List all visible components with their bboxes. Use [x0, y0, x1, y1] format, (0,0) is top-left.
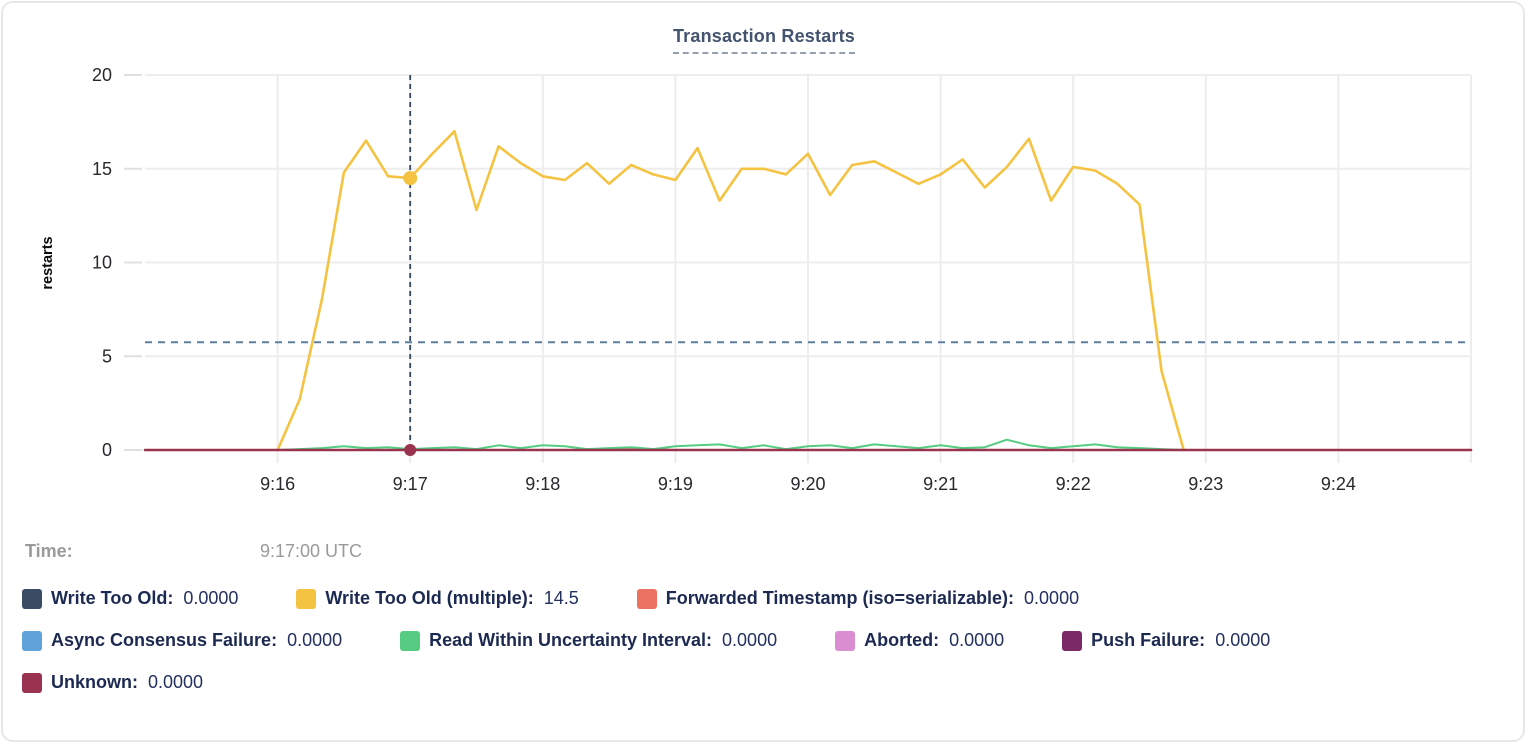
legend-value-aborted: 0.0000: [949, 630, 1005, 650]
legend-value-read-within-uncertainty-interval: 0.0000: [722, 630, 778, 650]
chart-title[interactable]: Transaction Restarts: [672, 26, 856, 54]
legend-item-push-failure[interactable]: Push Failure: 0.0000: [1062, 630, 1270, 651]
legend-value-unknown: 0.0000: [148, 672, 204, 692]
x-tick-label-9-18: 9:18: [525, 474, 560, 494]
series-line-write-too-old-multiple: [276, 130, 1185, 452]
legend-item-aborted[interactable]: Aborted: 0.0000: [835, 630, 1004, 651]
cursor-dot-write-too-old-multiple: [403, 171, 418, 186]
legend-label-read-within-uncertainty-interval: Read Within Uncertainty Interval:: [429, 630, 713, 650]
x-tick-label-9-24: 9:24: [1321, 474, 1356, 494]
legend-swatch-unknown: [22, 672, 42, 693]
x-tick-label-9-16: 9:16: [260, 474, 295, 494]
y-axis-label: restarts: [40, 236, 56, 289]
y-tick-label-10: 10: [92, 253, 112, 273]
legend-value-write-too-old: 0.0000: [183, 588, 239, 608]
y-tick-label-5: 5: [102, 346, 112, 366]
legend-swatch-aborted: [835, 630, 856, 651]
legend-label-push-failure: Push Failure:: [1091, 630, 1206, 650]
legend-value-async-consensus-failure: 0.0000: [287, 630, 343, 650]
legend-label-write-too-old: Write Too Old:: [51, 588, 174, 608]
x-tick-label-9-17: 9:17: [393, 474, 428, 494]
cursor-time-row: Time: 9:17:00 UTC: [25, 541, 1503, 562]
legend-swatch-forwarded-timestamp-iso-serializable: [636, 588, 657, 609]
y-tick-label-0: 0: [102, 440, 112, 460]
legend-item-write-too-old-multiple[interactable]: Write Too Old (multiple): 14.5: [296, 588, 579, 609]
legend-item-async-consensus-failure[interactable]: Async Consensus Failure: 0.0000: [22, 630, 342, 651]
legend-row-1: Write Too Old: 0.0000 Write Too Old (multi…: [22, 588, 1508, 609]
legend-label-aborted: Aborted:: [864, 630, 940, 650]
transaction-restarts-chart[interactable]: 0 5 10 15 20 9:16 9:17 9:18 9:19 9:20 9:21 9:22 9:23…: [0, 0, 1528, 525]
legend-value-forwarded-timestamp-iso-serializable: 0.0000: [1024, 588, 1080, 608]
x-tick-label-9-19: 9:19: [658, 474, 693, 494]
cursor-time-label: Time:: [25, 541, 73, 561]
legend-swatch-push-failure: [1062, 630, 1083, 651]
legend-row-3: Unknown: 0.0000: [22, 672, 1508, 693]
legend-swatch-async-consensus-failure: [22, 630, 42, 651]
y-tick-label-20: 20: [92, 65, 112, 85]
legend-label-unknown: Unknown:: [51, 672, 138, 692]
x-tick-label-9-20: 9:20: [790, 474, 825, 494]
x-tick-label-9-22: 9:22: [1056, 474, 1091, 494]
x-tick-label-9-23: 9:23: [1188, 474, 1223, 494]
y-tick-label-15: 15: [92, 159, 112, 179]
legend-row-2: Async Consensus Failure: 0.0000 Read Withi…: [22, 630, 1508, 651]
legend-swatch-write-too-old: [22, 588, 42, 609]
legend-swatch-read-within-uncertainty-interval: [400, 630, 421, 651]
cursor-time-value: 9:17:00 UTC: [260, 541, 363, 561]
series-line-read-within-uncertainty-interval: [276, 438, 1185, 451]
legend-label-write-too-old-multiple: Write Too Old (multiple):: [325, 588, 534, 608]
legend-item-unknown[interactable]: Unknown: 0.0000: [22, 672, 203, 693]
legend-item-write-too-old[interactable]: Write Too Old: 0.0000: [22, 588, 238, 609]
legend-value-push-failure: 0.0000: [1215, 630, 1271, 650]
legend-label-forwarded-timestamp-iso-serializable: Forwarded Timestamp (iso=serializable):: [665, 588, 1015, 608]
legend-label-async-consensus-failure: Async Consensus Failure:: [51, 630, 278, 650]
legend-value-write-too-old-multiple: 14.5: [543, 588, 579, 608]
legend-swatch-write-too-old-multiple: [296, 588, 317, 609]
legend-item-read-within-uncertainty-interval[interactable]: Read Within Uncertainty Interval: 0.0000: [400, 630, 777, 651]
x-tick-label-9-21: 9:21: [923, 474, 958, 494]
legend-item-forwarded-timestamp-iso-serializable[interactable]: Forwarded Timestamp (iso=serializable): 0…: [636, 588, 1080, 609]
chart-title-wrap: Transaction Restarts: [0, 26, 1528, 54]
chart-legend: Write Too Old: 0.0000 Write Too Old (multi…: [22, 588, 1508, 693]
cursor-dot-unknown: [404, 444, 417, 456]
